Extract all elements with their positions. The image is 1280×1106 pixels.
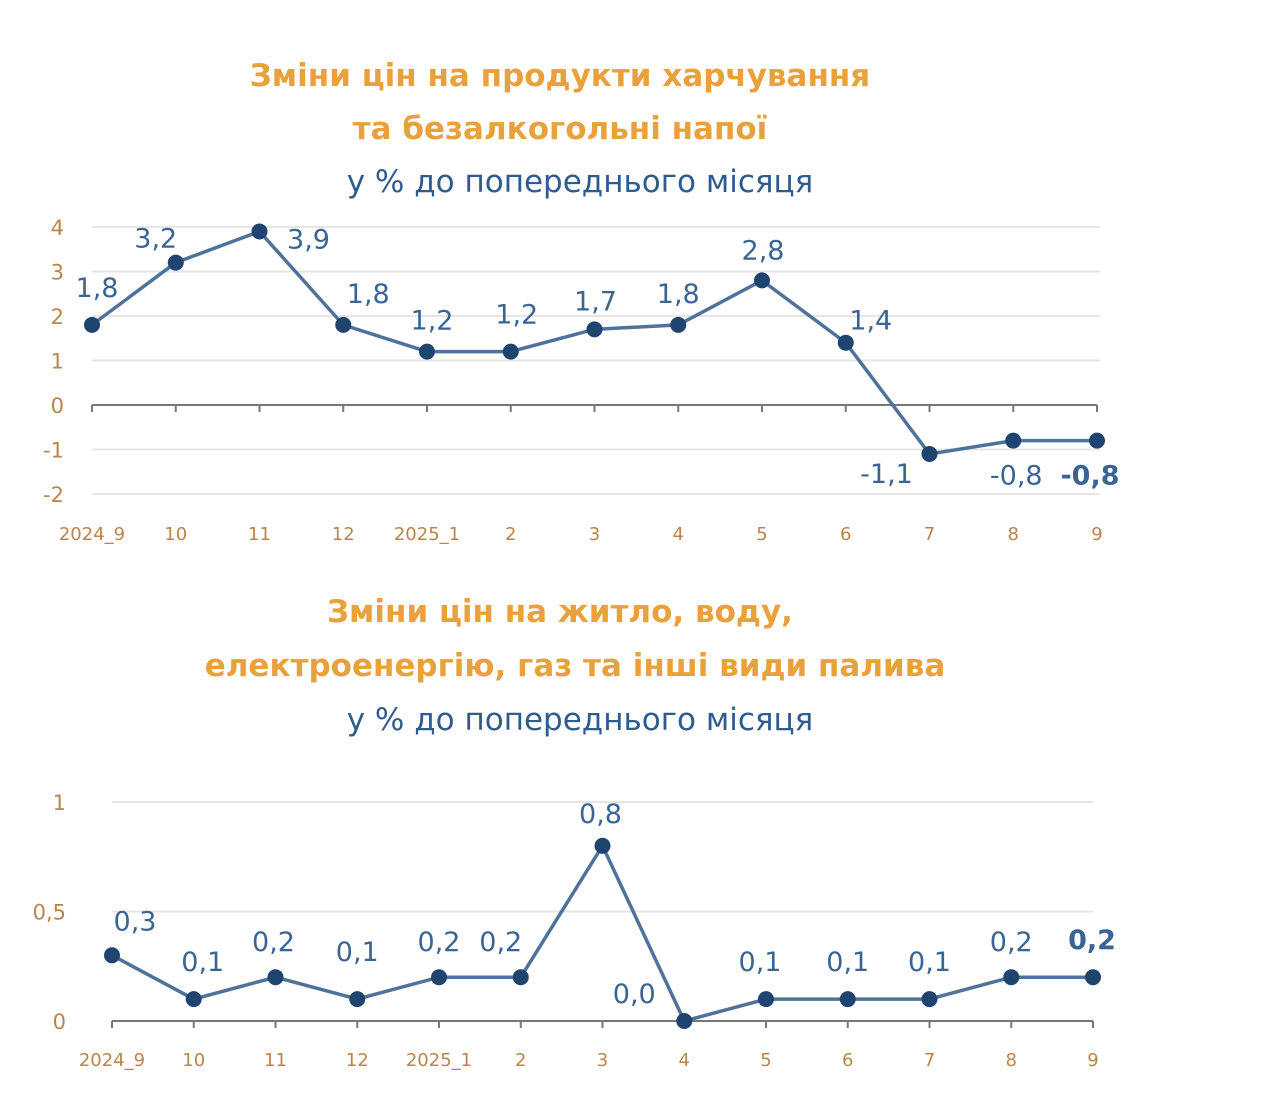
data-point	[754, 272, 770, 289]
data-label: 0,2	[990, 927, 1033, 958]
data-label: 1,8	[657, 279, 700, 310]
data-label: 3,9	[287, 224, 330, 255]
data-label: 0,2	[252, 927, 295, 958]
x-tick-label: 11	[248, 524, 271, 545]
data-label: -1,1	[860, 459, 913, 490]
data-label: 0,3	[114, 906, 157, 937]
data-point	[167, 254, 184, 271]
y-tick-label: -1	[43, 439, 64, 463]
data-label: 1,2	[495, 300, 538, 331]
y-tick-label: 1	[51, 350, 64, 374]
data-point	[670, 316, 687, 333]
x-tick-label: 7	[924, 1050, 935, 1071]
data-label: 0,1	[739, 947, 782, 978]
x-tick-label: 2024_9	[59, 524, 125, 545]
data-point	[586, 321, 603, 338]
data-point	[84, 316, 100, 333]
data-label: -0,8	[1060, 461, 1119, 492]
x-tick-label: 5	[756, 524, 767, 545]
data-point	[349, 991, 366, 1008]
data-point	[512, 969, 529, 986]
x-tick-label: 11	[264, 1050, 287, 1071]
data-point	[1089, 432, 1105, 449]
x-tick-label: 3	[589, 524, 600, 545]
data-label: 0,2	[418, 927, 461, 958]
data-point	[251, 223, 268, 240]
data-label: 0,1	[181, 947, 224, 978]
chart1-subtitle: у % до попереднього місяця	[346, 164, 814, 200]
x-tick-label: 12	[346, 1050, 369, 1071]
x-tick-label: 8	[1006, 1050, 1017, 1071]
x-tick-label: 9	[1087, 1050, 1098, 1071]
series-line	[90, 229, 1097, 456]
y-tick-label: -2	[43, 483, 64, 507]
data-point	[758, 991, 774, 1008]
data-label: 0,1	[908, 947, 951, 978]
data-label: 0,1	[336, 937, 379, 968]
data-point	[1003, 969, 1020, 986]
data-label: 1,4	[849, 306, 892, 337]
data-label: 1,8	[347, 279, 390, 310]
x-tick-label: 4	[679, 1050, 690, 1071]
x-tick-label: 6	[842, 1050, 853, 1071]
chart2-subtitle: у % до попереднього місяця	[346, 702, 814, 738]
data-label: -0,8	[990, 461, 1043, 492]
data-point	[267, 969, 284, 986]
data-label: 0,2	[479, 927, 522, 958]
x-tick-label: 2025_1	[394, 524, 460, 545]
x-tick-label: 3	[597, 1050, 608, 1071]
data-label: 1,8	[76, 273, 119, 304]
y-tick-label: 1	[53, 791, 66, 815]
data-point	[837, 334, 854, 351]
data-label: 0,8	[579, 799, 622, 830]
data-label: 2,8	[742, 235, 785, 266]
data-point	[594, 837, 611, 854]
data-point	[1005, 432, 1022, 449]
x-tick-label: 2025_1	[406, 1050, 472, 1071]
x-tick-label: 2	[515, 1050, 526, 1071]
x-tick-label: 4	[673, 524, 684, 545]
data-point	[921, 445, 938, 462]
x-tick-label: 9	[1091, 524, 1102, 545]
x-tick-label: 7	[924, 524, 935, 545]
data-point	[676, 1013, 693, 1029]
y-tick-label: 2	[51, 305, 64, 329]
x-tick-label: 10	[164, 524, 187, 545]
data-point	[839, 991, 856, 1008]
data-point	[335, 316, 352, 333]
data-point	[104, 947, 120, 964]
data-point	[1085, 969, 1101, 986]
chart2-title-line1: Зміни цін на житло, воду,	[327, 594, 793, 630]
y-tick-label: 0	[51, 394, 64, 418]
x-tick-label: 2024_9	[79, 1050, 145, 1071]
data-point	[502, 343, 519, 360]
data-point	[921, 991, 938, 1008]
data-label: 3,2	[134, 224, 177, 255]
y-tick-label: 4	[51, 216, 64, 240]
data-label: 0,2	[1068, 925, 1116, 956]
chart1-title-line2: та безалкогольні напої	[352, 111, 768, 147]
y-tick-label: 0,5	[33, 901, 66, 925]
x-tick-label: 10	[182, 1050, 205, 1071]
data-point	[419, 343, 435, 360]
data-label: 1,7	[574, 286, 617, 317]
x-tick-label: 5	[760, 1050, 771, 1071]
x-tick-label: 8	[1008, 524, 1019, 545]
data-label: 0,0	[613, 979, 656, 1010]
data-point	[431, 969, 447, 986]
data-point	[185, 991, 202, 1008]
chart1-title-line1: Зміни цін на продукти харчування	[249, 58, 871, 94]
y-tick-label: 0	[53, 1010, 66, 1034]
x-tick-label: 12	[332, 524, 355, 545]
x-tick-label: 2	[505, 524, 516, 545]
x-tick-label: 6	[840, 524, 851, 545]
data-label: 1,2	[411, 306, 454, 337]
chart2-title-line2: електроенергію, газ та інші види палива	[204, 648, 946, 684]
y-tick-label: 3	[51, 261, 64, 285]
data-label: 0,1	[826, 947, 869, 978]
